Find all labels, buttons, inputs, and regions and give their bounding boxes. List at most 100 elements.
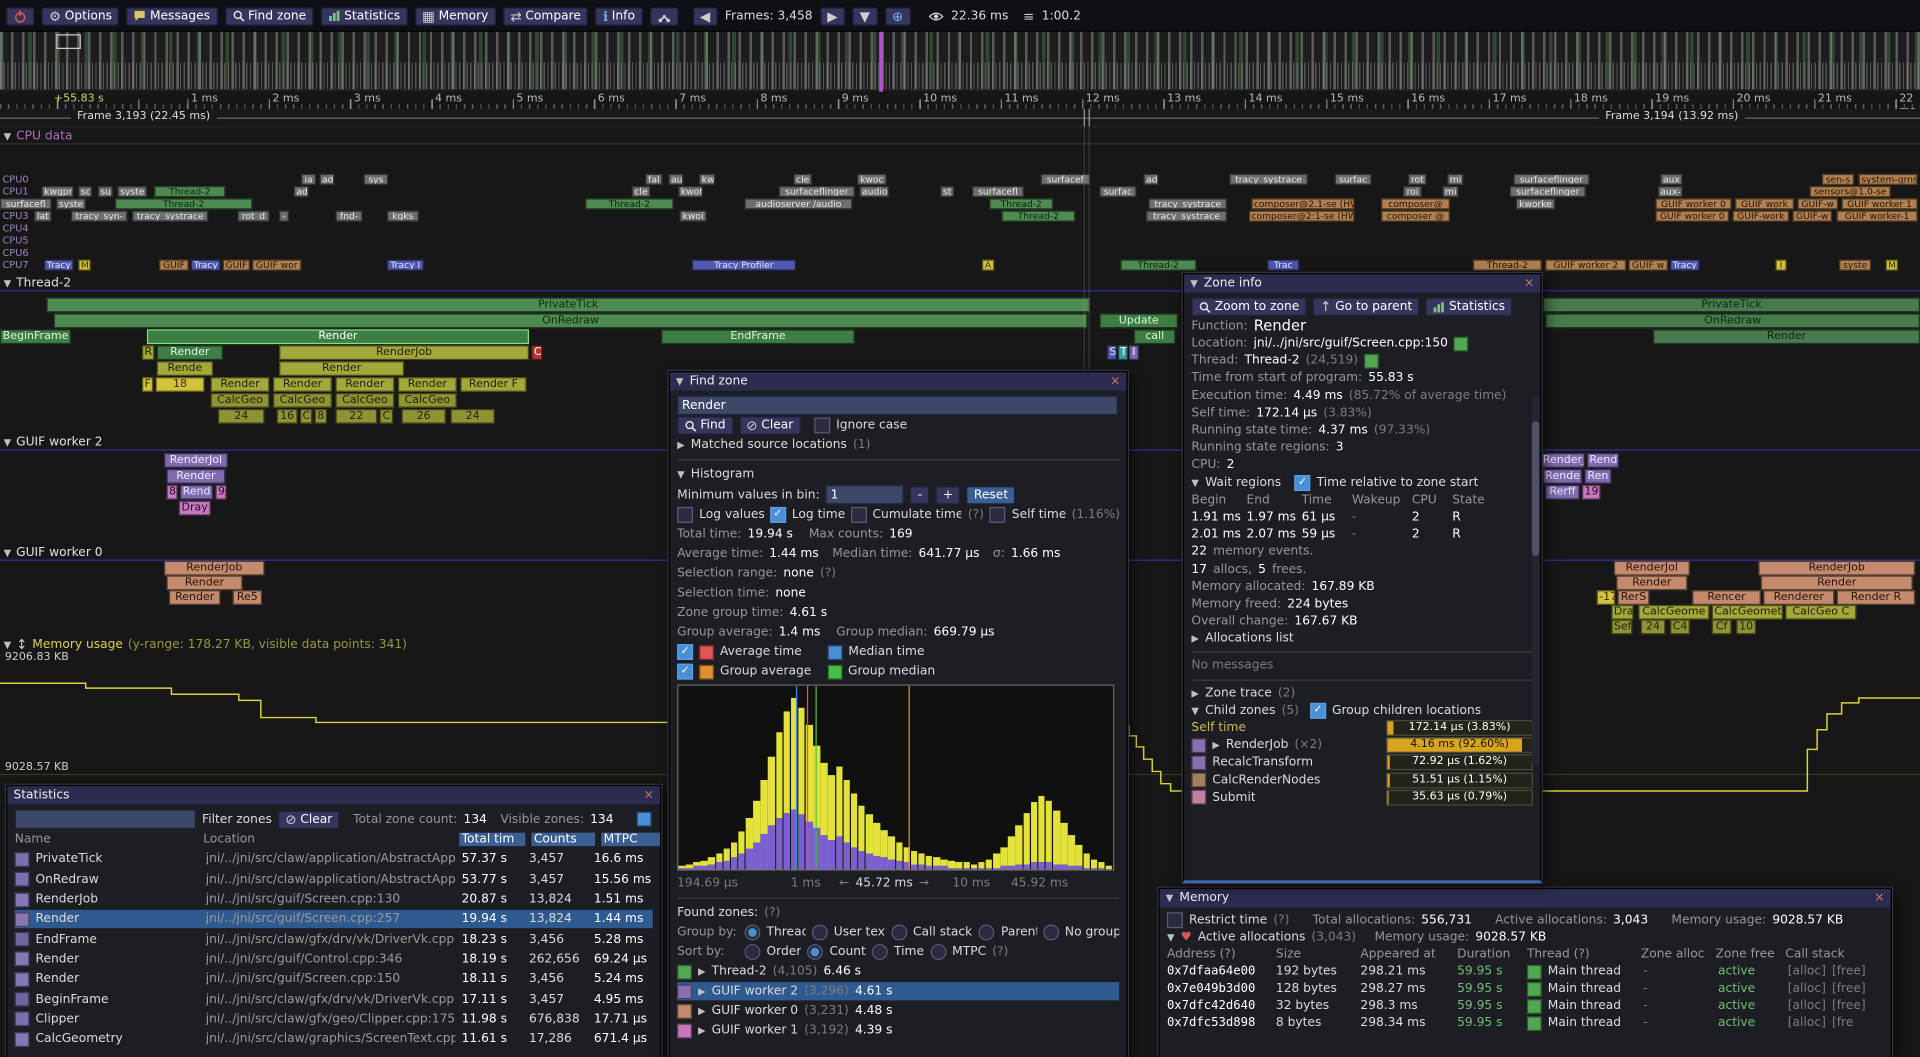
stats-row[interactable]: OnRedraw jni/../jni/src/claw/application/… <box>14 870 653 889</box>
cpu-zone[interactable]: Tracy Profiler <box>1670 259 1700 271</box>
focus-button[interactable]: ⊕ <box>884 6 911 26</box>
timeline-zone[interactable]: Render <box>1653 329 1920 345</box>
timeline-zone[interactable]: 19 <box>1582 484 1601 500</box>
cpu-zone[interactable]: Tracy <box>44 259 74 271</box>
timeline-zone[interactable]: Update <box>1099 313 1178 329</box>
increment-button[interactable]: + <box>935 485 961 504</box>
cpu-zone[interactable]: surfac <box>1334 173 1372 185</box>
time-ruler[interactable]: +55.83 s 1 ms 2 ms 3 ms 4 ms 5 ms 6 ms 7 ms 8 ms… <box>0 91 1920 118</box>
cpu-zone[interactable]: kgks <box>386 210 419 222</box>
cpu-zone[interactable]: A <box>982 259 995 271</box>
radio-button[interactable] <box>811 924 828 941</box>
cpu-zone[interactable]: tracy_systrace <box>1148 198 1227 210</box>
cpu-zone[interactable]: GUIF worker 0 <box>1655 198 1732 210</box>
timeline-zone[interactable]: RenderJob <box>279 345 529 360</box>
log-values-checkbox[interactable] <box>677 506 694 523</box>
collapse-icon[interactable]: ▼ <box>3 436 12 448</box>
child-zone-row[interactable]: Submit 35.63 μs (0.79%) <box>1191 789 1534 806</box>
timeline-zone[interactable]: Sef <box>1611 619 1633 635</box>
cpu-zone[interactable]: - <box>279 210 289 222</box>
go-to-parent-button[interactable]: ↑ Go to parent <box>1312 297 1420 316</box>
close-icon[interactable]: × <box>643 787 654 802</box>
prev-frame-button[interactable]: ◀ <box>692 6 718 26</box>
cpu-zone[interactable]: tracy_systrace <box>1146 210 1227 222</box>
timeline-zone[interactable]: 9 <box>215 484 227 500</box>
timeline-zone[interactable]: 8 <box>166 484 178 500</box>
cpu-zone[interactable]: sys <box>363 173 389 185</box>
cpu-zone[interactable]: GUIF w <box>1628 259 1668 271</box>
find-zone-histogram[interactable] <box>677 684 1115 871</box>
cpu-zone[interactable]: M <box>78 259 91 271</box>
found-zone-row[interactable]: ▶ GUIF worker 0 (3,231) 4.48 s <box>677 1002 1119 1020</box>
cpu-zone[interactable]: kworke <box>1515 198 1556 210</box>
allocation-row[interactable]: 0x7dfc42d640 32 bytes 298.3 ms 59.95 s Main … <box>1167 998 1883 1014</box>
collapse-icon[interactable]: ▼ <box>3 546 12 558</box>
timeline-zone[interactable]: Rerff <box>1545 484 1580 500</box>
show-average-checkbox[interactable]: ✓ <box>677 644 694 660</box>
cpu-zone[interactable]: fal <box>645 173 663 185</box>
tools-button[interactable] <box>649 6 678 26</box>
cpu-zone[interactable]: GUIF work <box>1735 198 1794 210</box>
stats-row[interactable]: BeginFrame jni/../jni/src/claw/gfx/drv/vk… <box>14 990 653 1009</box>
find-button[interactable]: Find <box>677 416 733 435</box>
cpu-zone[interactable]: surfaceflinger <box>1509 186 1586 198</box>
radio-button[interactable] <box>1042 924 1059 941</box>
cpu-zone[interactable]: rot_d <box>237 210 270 222</box>
close-icon[interactable]: × <box>1110 374 1121 388</box>
timeline-zone[interactable]: Render F <box>460 377 527 392</box>
min-values-input[interactable] <box>825 484 905 505</box>
cpu-zone[interactable]: ad <box>293 186 309 198</box>
collapse-icon[interactable]: ▼ <box>1190 277 1198 289</box>
cpu-zone[interactable]: system-grns <box>1858 173 1918 185</box>
timeline-zone[interactable]: Render <box>1542 468 1583 484</box>
cpu-zone[interactable]: composer@2:1-se (HW <box>1248 210 1355 222</box>
timeline-zone[interactable]: F <box>142 377 154 392</box>
timeline-zone[interactable]: 18 <box>155 377 205 392</box>
cpu-zone[interactable]: audioserver /audio <box>744 198 853 210</box>
collapse-icon[interactable]: ▼ <box>3 277 12 289</box>
cpu-zone[interactable]: kwgpr <box>41 186 74 198</box>
radio-button[interactable] <box>744 944 761 960</box>
cpu-zone[interactable]: kwoi <box>679 210 707 222</box>
radio-button[interactable] <box>744 924 761 941</box>
timeline-zone[interactable]: -17 <box>1596 590 1616 605</box>
info-button[interactable]: ℹ Info <box>595 6 643 26</box>
cpu-zone[interactable]: aux <box>1660 173 1683 185</box>
timeline-zone[interactable]: RenderJob <box>1758 560 1916 576</box>
timeline-zone[interactable]: RenderJob <box>164 560 265 576</box>
cpu-zone[interactable]: su <box>97 186 113 198</box>
statistics-button[interactable]: Statistics <box>320 6 408 26</box>
timeline-zone[interactable]: 16 <box>276 408 298 424</box>
timeline-zone[interactable]: Render <box>1760 575 1913 591</box>
zoom-to-zone-button[interactable]: Zoom to zone <box>1191 297 1307 316</box>
cpu-zone[interactable]: rot <box>1408 173 1427 185</box>
cpu-zone[interactable]: Thread-2 <box>585 198 674 210</box>
cpu-zone[interactable]: mi <box>1447 173 1464 185</box>
timeline-zone[interactable]: CalcGeome <box>1638 604 1710 620</box>
timeline-zone[interactable]: Render <box>168 590 221 605</box>
reset-button[interactable]: Reset <box>966 485 1016 504</box>
timeline-zone[interactable]: 8 <box>314 408 327 424</box>
timeline-zone[interactable]: Render <box>146 329 529 345</box>
cpu-zone[interactable]: Thread-2 <box>154 186 226 198</box>
timeline-zone[interactable]: C4 <box>1670 619 1690 635</box>
cpu-zone[interactable]: GUIF-w <box>1797 198 1838 210</box>
cpu-zone[interactable]: GUIF worker 1 <box>1841 198 1918 210</box>
cpu-zone[interactable]: aux- <box>1657 186 1683 198</box>
timeline-zone[interactable]: Render <box>210 377 270 392</box>
memory-usage-header[interactable]: ▼ ↕ Memory usage (y-range: 178.27 KB, vi… <box>0 637 1920 652</box>
cpu-zone[interactable]: composer@ <box>1381 198 1450 210</box>
timeline-zone[interactable]: Render <box>397 377 457 392</box>
show-group-checkbox[interactable]: ✓ <box>677 663 694 680</box>
radio-button[interactable] <box>978 924 995 941</box>
found-zone-row[interactable]: ▶ GUIF worker 1 (3,192) 4.39 s <box>677 1021 1119 1039</box>
timeline-zone[interactable]: Render <box>279 361 405 376</box>
group-children-checkbox[interactable]: ✓ <box>1309 702 1326 719</box>
find-zone-search-input[interactable] <box>677 395 1118 416</box>
timeline-zone[interactable]: Render <box>335 377 395 392</box>
timeline-zone[interactable]: Rencer <box>1692 590 1761 605</box>
timeline-zone[interactable]: BeginFrame <box>0 329 72 345</box>
cpu-zone[interactable]: ad <box>319 173 335 185</box>
timeline-zone[interactable]: Dray <box>178 500 211 516</box>
timeline-zone[interactable]: C <box>379 408 394 424</box>
